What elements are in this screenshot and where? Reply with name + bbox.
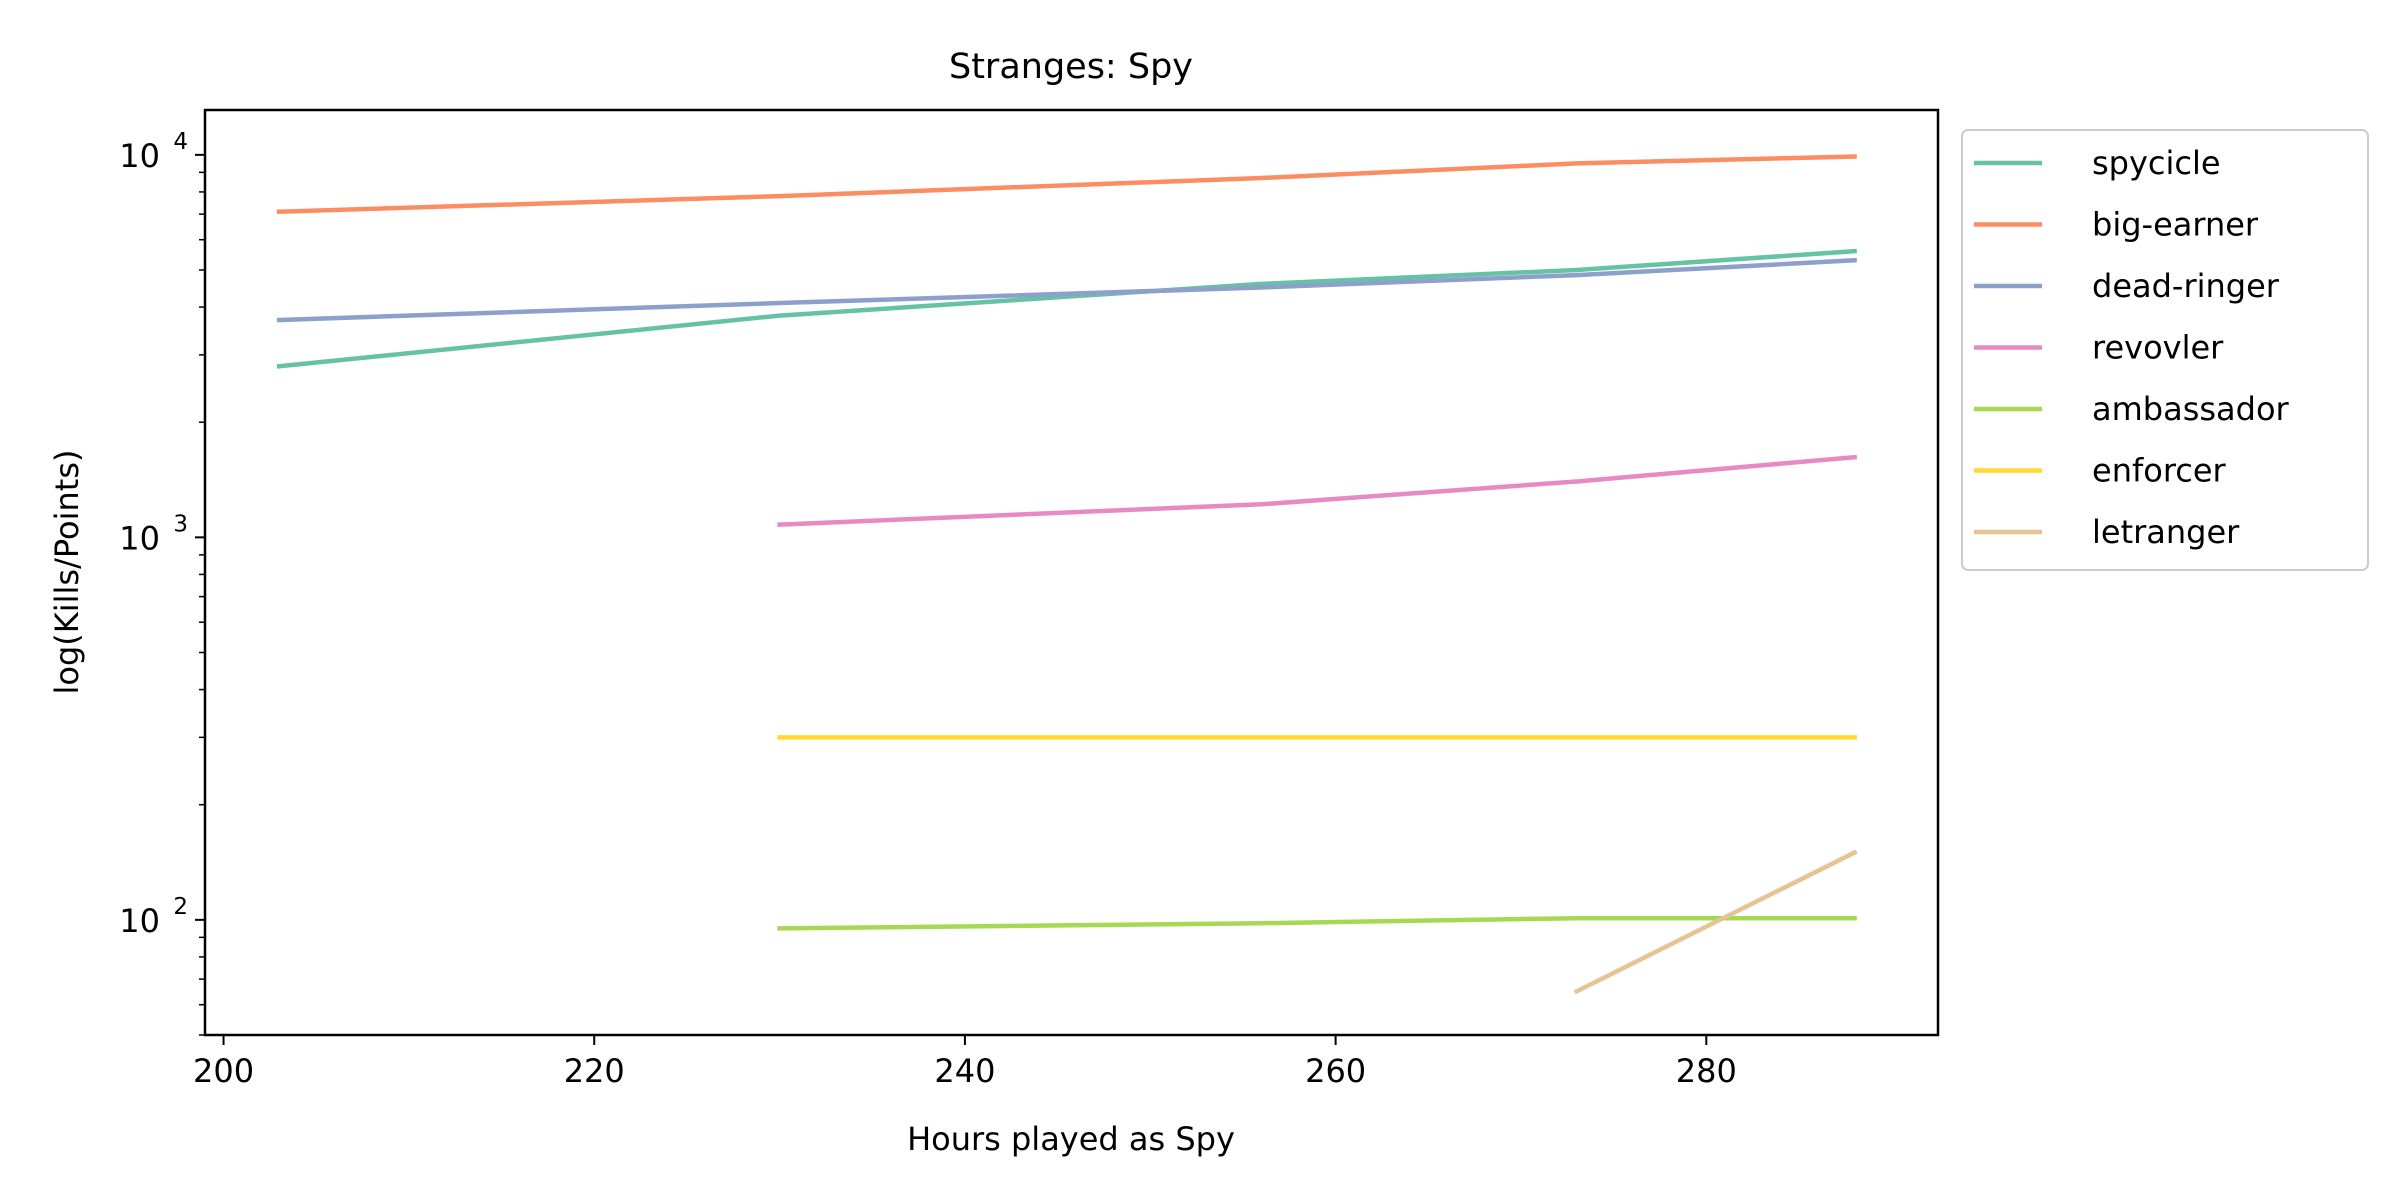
x-tick-label: 200 — [193, 1052, 254, 1090]
y-tick-exponent: 2 — [173, 894, 188, 920]
x-tick-label: 260 — [1305, 1052, 1366, 1090]
plot-frame — [203, 108, 1940, 1037]
y-axis-label: log(Kills/Points) — [48, 450, 86, 695]
legend: spycicle big-earner dead-ringer revovler amb… — [1961, 129, 2369, 571]
y-tick-label: 10 — [119, 137, 160, 175]
x-axis: 200 220 240 260 280 — [193, 1035, 1737, 1090]
legend-label: ambassador — [2092, 390, 2290, 428]
series-line-4 — [777, 915, 1857, 931]
x-tick-label: 220 — [564, 1052, 625, 1090]
legend-label: letranger — [2092, 513, 2240, 551]
legend-label: enforcer — [2092, 452, 2227, 490]
y-tick-exponent: 4 — [173, 129, 188, 155]
y-tick-label: 10 — [119, 902, 160, 940]
plot-series — [276, 154, 1858, 995]
y-axis: 10 2 10 3 10 4 — [119, 129, 205, 1036]
chart-title: Stranges: Spy — [949, 47, 1193, 87]
x-tick-label: 240 — [934, 1052, 995, 1090]
legend-label: spycicle — [2092, 144, 2221, 182]
series-line-2 — [276, 257, 1857, 323]
series-line-3 — [777, 454, 1858, 527]
legend-box — [1961, 129, 2369, 571]
x-axis-label: Hours played as Spy — [907, 1120, 1235, 1158]
legend-label: dead-ringer — [2092, 267, 2280, 305]
legend-label: revovler — [2092, 329, 2224, 367]
x-tick-label: 280 — [1676, 1052, 1737, 1090]
y-tick-exponent: 3 — [173, 511, 188, 537]
series-line-1 — [276, 154, 1857, 215]
y-tick-label: 10 — [119, 519, 160, 557]
series-line-6 — [1573, 849, 1858, 995]
legend-label: big-earner — [2092, 206, 2259, 244]
series-line-0 — [276, 248, 1857, 369]
